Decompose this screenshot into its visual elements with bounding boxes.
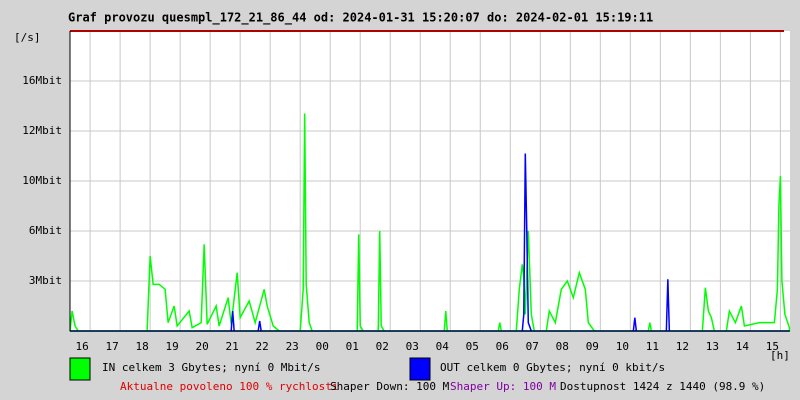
y-tick-label: 16Mbit <box>22 74 62 87</box>
footer-text: Dostupnost 1424 z 1440 (98.9 %) <box>560 380 765 393</box>
x-tick-label: 15 <box>766 340 779 353</box>
x-tick-label: 00 <box>316 340 329 353</box>
y-unit: [/s] <box>14 31 41 44</box>
x-tick-label: 06 <box>496 340 509 353</box>
x-tick-label: 17 <box>105 340 118 353</box>
x-tick-label: 01 <box>346 340 359 353</box>
x-tick-label: 18 <box>136 340 149 353</box>
x-tick-label: 19 <box>166 340 179 353</box>
y-tick-label: 12Mbit <box>22 124 62 137</box>
x-tick-label: 13 <box>706 340 719 353</box>
x-tick-label: 20 <box>196 340 209 353</box>
y-tick-label: 10Mbit <box>22 174 62 187</box>
y-tick-label: 3Mbit <box>29 274 62 287</box>
x-tick-label: 02 <box>376 340 389 353</box>
footer-text: Shaper Down: 100 M <box>330 380 450 393</box>
x-tick-label: 07 <box>526 340 539 353</box>
x-unit: [h] <box>770 349 790 362</box>
footer-text: Shaper Up: 100 M <box>450 380 556 393</box>
chart-title: Graf provozu quesmpl_172_21_86_44 od: 20… <box>68 11 653 26</box>
legend-label: OUT celkem 0 Gbytes; nyní 0 kbit/s <box>440 361 665 374</box>
x-tick-label: 11 <box>646 340 659 353</box>
legend-swatch <box>69 357 91 381</box>
x-tick-label: 10 <box>616 340 629 353</box>
grid <box>70 31 790 331</box>
x-tick-label: 09 <box>586 340 599 353</box>
x-tick-label: 08 <box>556 340 569 353</box>
x-tick-label: 04 <box>436 340 450 353</box>
footer-text: Aktualne povoleno 100 % rychlosti <box>120 380 339 393</box>
legend-label: IN celkem 3 Gbytes; nyní 0 Mbit/s <box>102 361 321 374</box>
x-tick-label: 22 <box>256 340 269 353</box>
legend-swatch <box>409 357 431 381</box>
x-tick-label: 14 <box>736 340 750 353</box>
x-tick-label: 16 <box>75 340 88 353</box>
x-tick-label: 23 <box>286 340 299 353</box>
x-tick-label: 12 <box>676 340 689 353</box>
x-tick-label: 03 <box>406 340 419 353</box>
y-tick-label: 6Mbit <box>29 224 62 237</box>
x-tick-label: 21 <box>226 340 239 353</box>
x-tick-label: 05 <box>466 340 479 353</box>
